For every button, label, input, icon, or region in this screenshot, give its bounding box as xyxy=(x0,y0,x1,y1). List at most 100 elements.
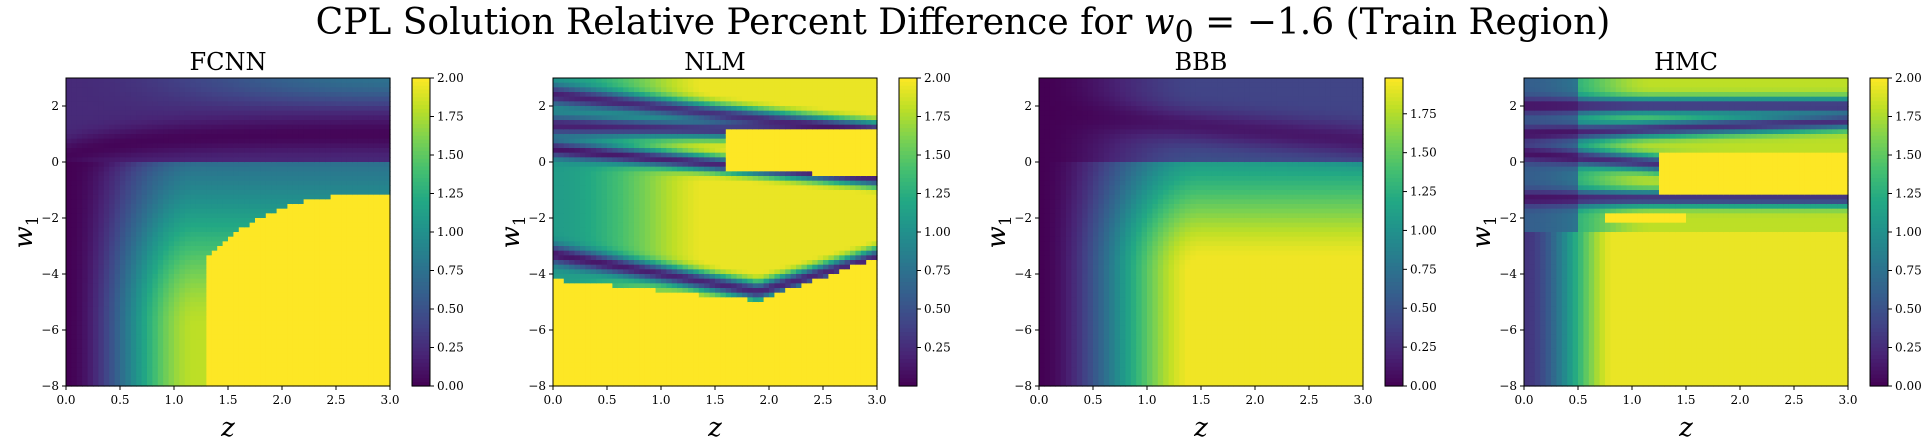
heatmap-cell xyxy=(93,222,99,228)
heatmap-cell xyxy=(184,180,191,186)
heatmap-cell xyxy=(222,339,229,345)
heatmap-cell xyxy=(265,166,272,172)
heatmap-cell xyxy=(569,232,576,238)
heatmap-cell xyxy=(190,292,197,298)
heatmap-cell xyxy=(103,269,110,275)
heatmap-cell xyxy=(276,306,283,312)
heatmap-cell xyxy=(120,96,126,102)
heatmap-cell xyxy=(211,241,218,247)
heatmap-cell xyxy=(309,255,315,261)
heatmap-cell xyxy=(607,96,613,102)
heatmap-cell xyxy=(120,250,126,256)
heatmap-cell xyxy=(147,311,153,317)
heatmap-cell xyxy=(590,376,597,382)
heatmap-cell xyxy=(384,199,391,205)
heatmap-cell xyxy=(287,213,294,219)
heatmap-cell xyxy=(217,372,224,378)
heatmap-cell xyxy=(271,260,278,266)
heatmap-cell xyxy=(125,222,132,228)
heatmap-cell xyxy=(211,236,218,242)
heatmap-cell xyxy=(249,176,256,182)
heatmap-cell xyxy=(76,134,83,140)
heatmap-cell xyxy=(553,302,559,308)
heatmap-cell xyxy=(233,157,240,163)
heatmap-cell xyxy=(130,274,137,280)
heatmap-cell xyxy=(168,208,175,214)
heatmap-cell xyxy=(265,218,272,224)
heatmap-cell xyxy=(325,148,332,154)
heatmap-cell xyxy=(141,292,148,298)
heatmap-cell xyxy=(585,311,592,317)
heatmap-cell xyxy=(265,208,272,214)
heatmap-cell xyxy=(292,110,299,116)
heatmap-cell xyxy=(309,274,315,280)
heatmap-cell xyxy=(596,171,603,177)
heatmap-cell xyxy=(325,218,332,224)
heatmap-cell xyxy=(271,171,278,177)
colorbar-segment xyxy=(412,309,430,314)
heatmap-cell xyxy=(195,246,202,252)
colorbar-segment xyxy=(412,332,430,337)
heatmap-cell xyxy=(255,106,261,112)
heatmap-cell xyxy=(379,232,386,238)
heatmap-cell xyxy=(238,138,245,144)
heatmap-cell xyxy=(249,134,256,140)
heatmap-cell xyxy=(130,362,137,368)
heatmap-cell xyxy=(157,176,164,182)
heatmap-cell xyxy=(553,316,559,322)
heatmap-cell xyxy=(255,292,261,298)
heatmap-cell xyxy=(346,334,353,340)
heatmap-cell xyxy=(601,162,608,168)
heatmap-cell xyxy=(141,143,148,149)
heatmap-cell xyxy=(255,208,261,214)
heatmap-cell xyxy=(352,241,359,247)
heatmap-cell xyxy=(357,320,364,326)
heatmap-cell xyxy=(580,260,586,266)
heatmap-cell xyxy=(179,246,186,252)
heatmap-cell xyxy=(98,292,105,298)
colorbar-segment xyxy=(412,197,430,202)
heatmap-cell xyxy=(590,218,597,224)
heatmap-cell xyxy=(325,157,332,163)
heatmap-cell xyxy=(282,92,288,98)
heatmap-cell xyxy=(368,82,375,88)
heatmap-cell xyxy=(184,227,191,233)
heatmap-cell xyxy=(303,101,310,107)
heatmap-cell xyxy=(190,222,197,228)
heatmap-cell xyxy=(141,316,148,322)
heatmap-cell xyxy=(87,278,94,284)
heatmap-cell xyxy=(190,353,197,359)
heatmap-cell xyxy=(147,115,153,121)
colorbar-segment xyxy=(412,78,430,83)
heatmap-cell xyxy=(87,381,94,387)
heatmap-cell xyxy=(76,78,83,84)
heatmap-cell xyxy=(282,250,288,256)
heatmap-cell xyxy=(379,134,386,140)
heatmap-cell xyxy=(330,269,337,275)
heatmap-cell xyxy=(190,246,197,252)
heatmap-cell xyxy=(319,376,326,382)
heatmap-cell xyxy=(174,190,180,196)
heatmap-cell xyxy=(206,82,213,88)
heatmap-cell xyxy=(82,269,89,275)
heatmap-cell xyxy=(607,148,613,154)
heatmap-cell xyxy=(163,334,170,340)
heatmap-cell xyxy=(217,269,224,275)
heatmap-cell xyxy=(174,82,180,88)
heatmap-cell xyxy=(136,278,143,284)
heatmap-cell xyxy=(201,166,207,172)
heatmap-cell xyxy=(109,269,116,275)
heatmap-cell xyxy=(222,222,229,228)
heatmap-cell xyxy=(623,162,630,168)
heatmap-cell xyxy=(201,115,207,121)
heatmap-cell xyxy=(580,367,586,373)
heatmap-cell xyxy=(352,330,359,336)
heatmap-cell xyxy=(206,101,213,107)
heatmap-cell xyxy=(612,241,619,247)
heatmap-cell xyxy=(130,353,137,359)
heatmap-cell xyxy=(76,180,83,186)
heatmap-cell xyxy=(357,101,364,107)
heatmap-cell xyxy=(103,292,110,298)
heatmap-cell xyxy=(260,148,267,154)
heatmap-cell xyxy=(265,348,272,354)
